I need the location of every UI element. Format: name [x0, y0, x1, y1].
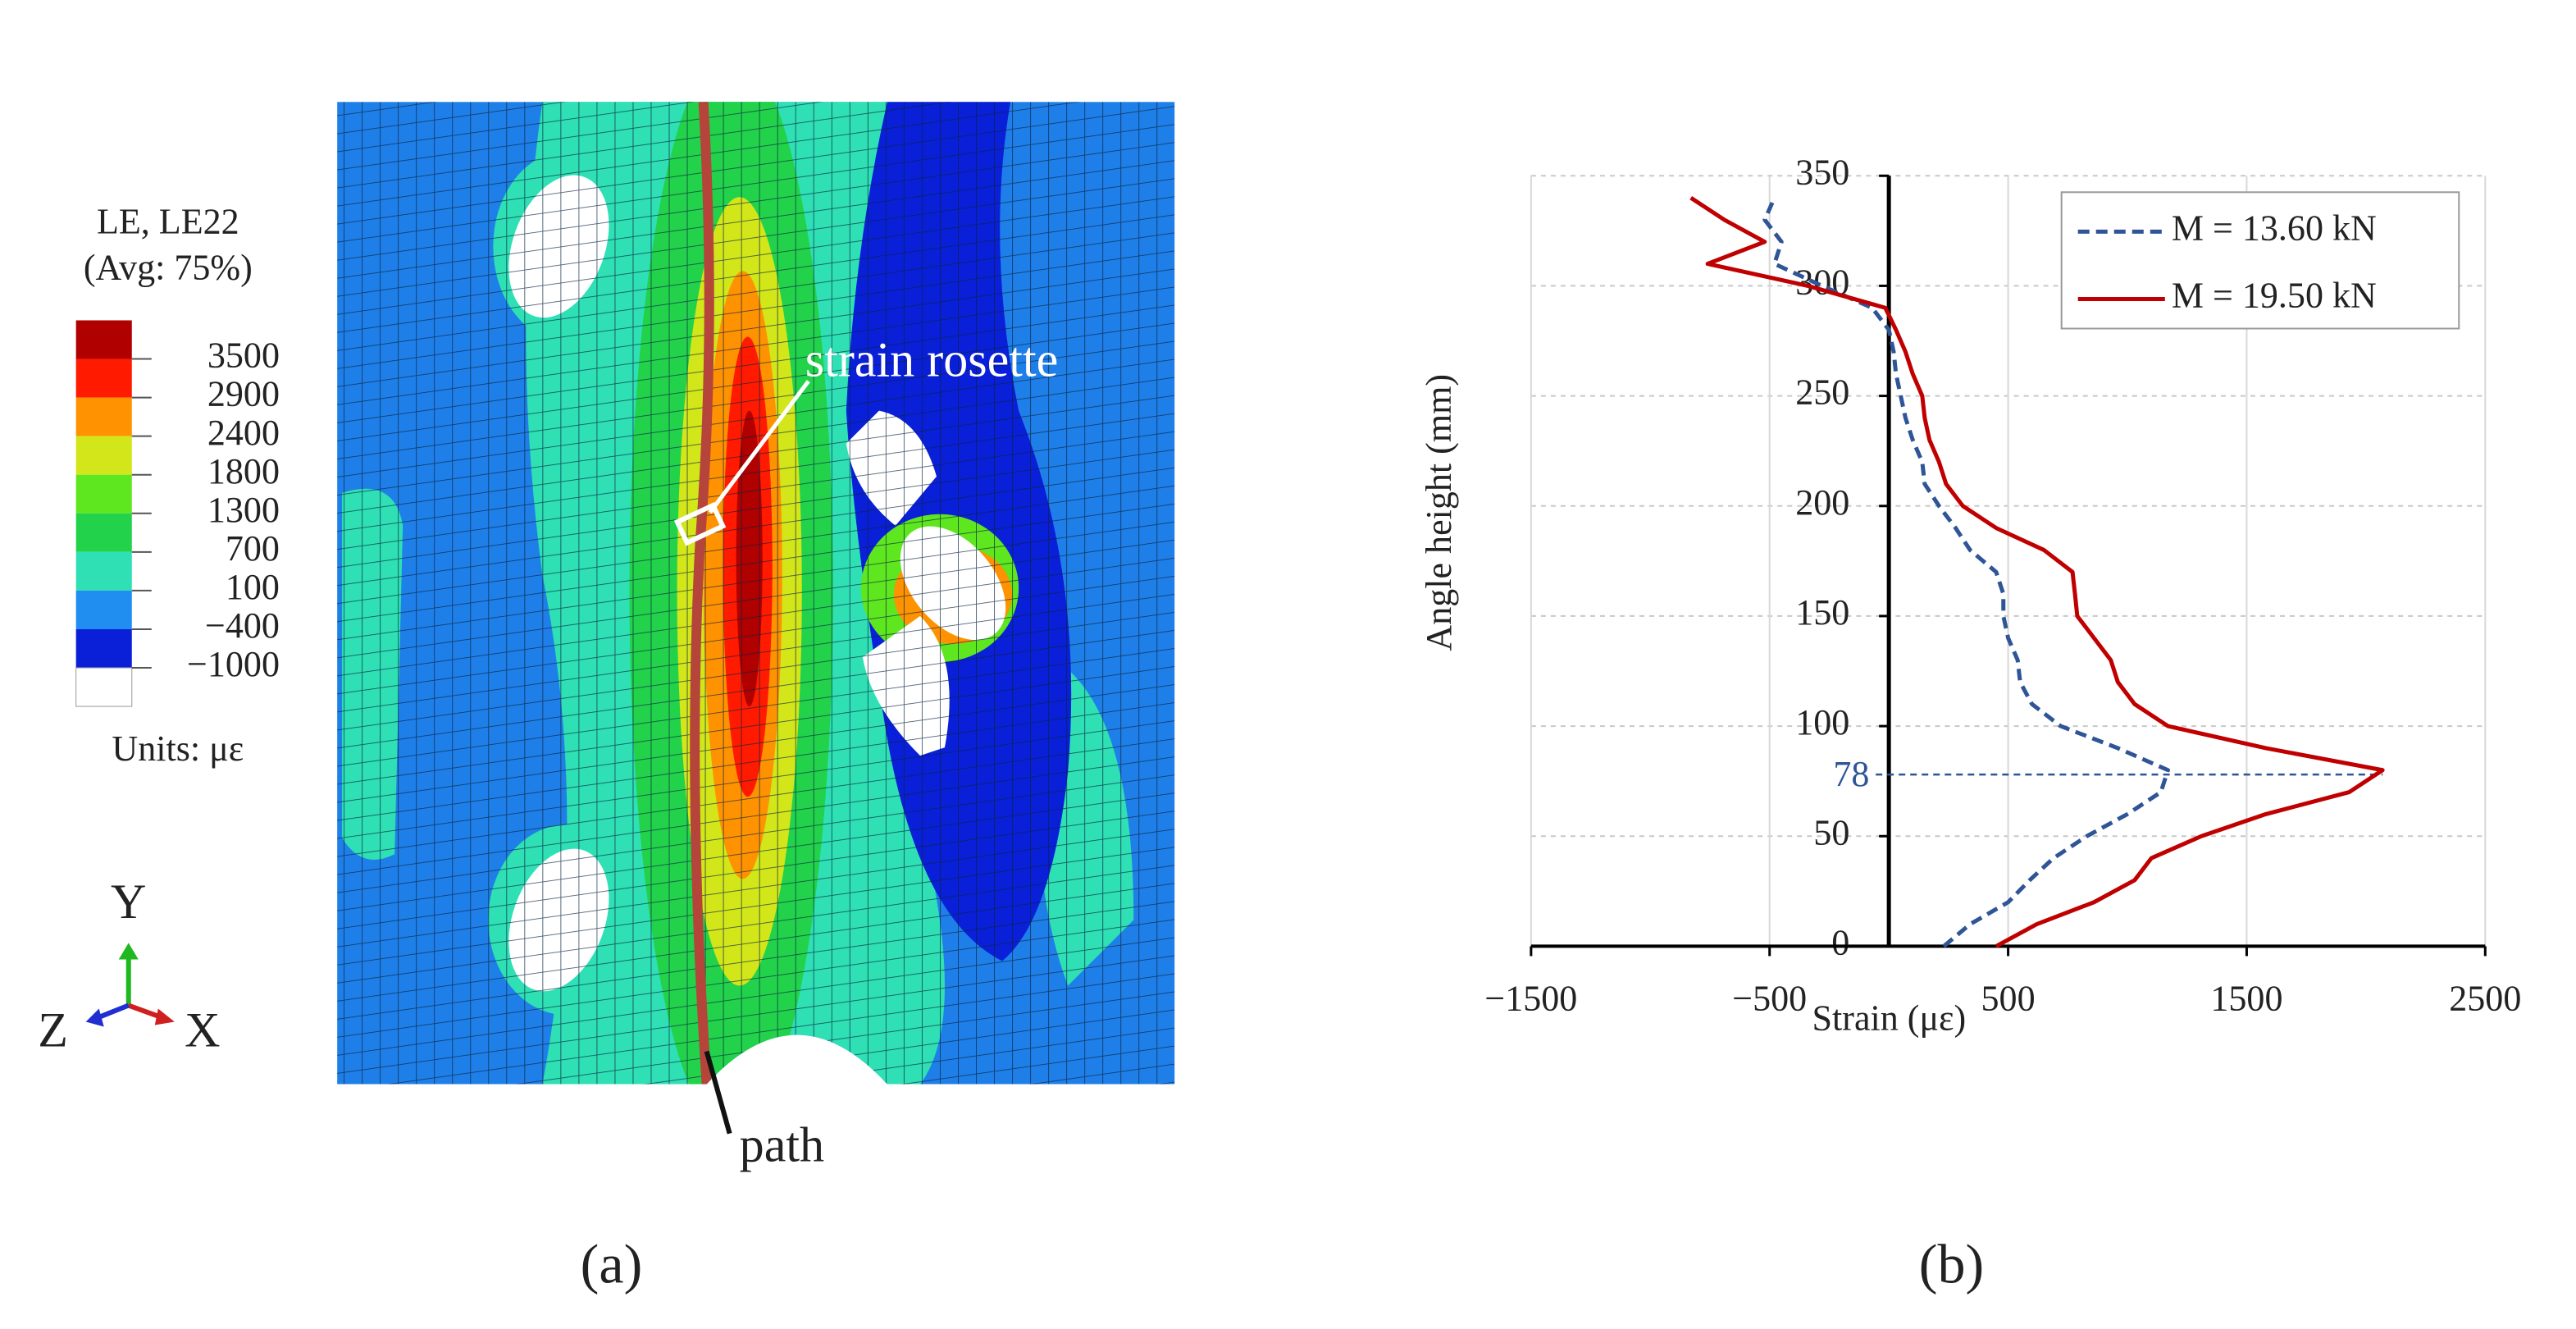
legend-label: 100: [226, 567, 280, 607]
y-tick-label: 50: [1813, 812, 1849, 852]
legend-label: −1000: [187, 644, 280, 684]
y-tick-label: 350: [1795, 152, 1849, 192]
fe-contour: [337, 102, 1175, 1085]
x-tick-label: −1500: [1484, 979, 1577, 1019]
legend-label: M = 13.60 kN: [2172, 208, 2377, 248]
legend-label: 1300: [207, 490, 280, 530]
legend-swatch: [75, 513, 132, 552]
legend-label: −400: [205, 605, 280, 646]
triad: [85, 943, 175, 1027]
legend-swatch: [75, 436, 132, 475]
legend-title: LE, LE22: [97, 201, 239, 241]
rosette-leader: [708, 380, 810, 514]
x-tick-label: −500: [1732, 979, 1807, 1019]
legend-swatch: [75, 628, 132, 669]
x-tick-label: 1500: [2210, 979, 2282, 1019]
legend-swatch: [75, 320, 132, 359]
caption-b: (b): [1919, 1233, 1984, 1295]
legend-swatch: [75, 359, 132, 398]
axis-z: Z: [38, 1002, 68, 1057]
path-leader: [704, 1050, 732, 1135]
caption-a: (a): [581, 1233, 643, 1295]
legend-subtitle: (Avg: 75%): [84, 248, 253, 288]
rosette-label: strain rosette: [805, 331, 1059, 386]
x-axis-label: Strain (με): [1812, 998, 1967, 1039]
y-tick-label: 100: [1795, 702, 1849, 742]
legend-swatch: [75, 551, 132, 591]
legend-label: 3500: [207, 336, 280, 376]
legend-swatch: [75, 474, 132, 514]
annotation-label: 78: [1833, 754, 1869, 794]
y-tick-label: 0: [1831, 923, 1849, 963]
legend-swatch: [75, 397, 132, 436]
legend-label: 2900: [207, 374, 280, 414]
legend-label: 700: [226, 528, 280, 569]
units: Units: με: [112, 728, 244, 769]
axis-x: X: [185, 1002, 220, 1057]
y-axis-label: Angle height (mm): [1419, 374, 1459, 651]
x-tick-label: 2500: [2449, 979, 2521, 1019]
y-tick-label: 200: [1795, 482, 1849, 523]
series-line: [1762, 197, 2170, 948]
y-tick-label: 150: [1795, 592, 1849, 633]
legend-swatch: [75, 590, 132, 629]
path-label: path: [740, 1117, 824, 1172]
rosette-box: [673, 501, 727, 546]
y-tick-label: 250: [1795, 372, 1849, 413]
x-tick-label: 500: [1981, 979, 2036, 1019]
series-line: [1689, 196, 2385, 948]
legend-box: [2060, 191, 2460, 330]
axis-y: Y: [111, 874, 146, 929]
legend-label: M = 19.50 kN: [2172, 276, 2377, 316]
legend-label: 2400: [207, 413, 280, 453]
legend-label: 1800: [207, 451, 280, 491]
legend-swatch: [75, 667, 133, 707]
